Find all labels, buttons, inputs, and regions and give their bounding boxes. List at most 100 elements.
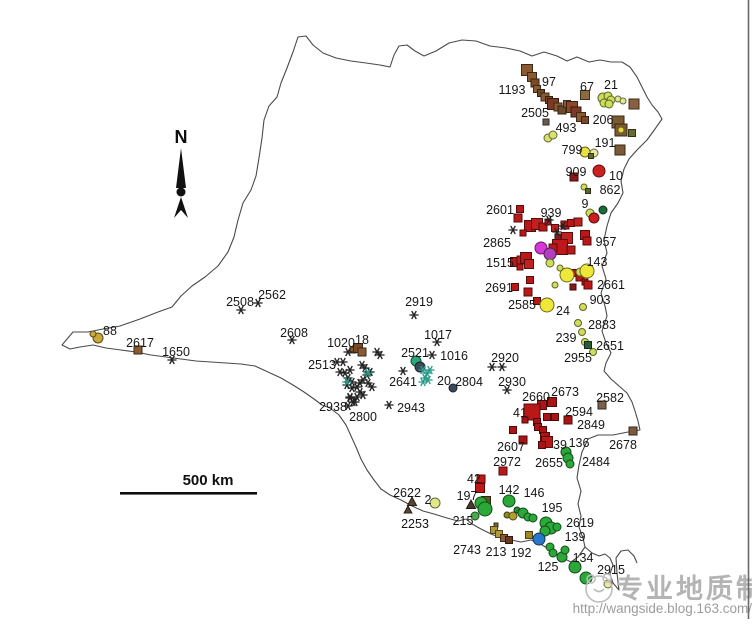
marker-star: [343, 401, 353, 411]
sample-number-label: 10: [609, 169, 623, 183]
marker-square: [538, 222, 548, 232]
marker-square: [628, 98, 640, 110]
marker-circle: [579, 146, 591, 158]
marker-square: [582, 236, 592, 246]
sample-number-label: 2673: [551, 385, 579, 399]
marker-circle: [548, 548, 558, 558]
marker-circle: [619, 97, 627, 105]
sample-number-label: 206: [593, 113, 614, 127]
marker-star: [502, 385, 512, 395]
marker-circle: [477, 501, 493, 517]
marker-square: [519, 229, 527, 237]
marker-square: [569, 283, 577, 291]
marker-star: [558, 221, 568, 231]
marker-square: [597, 400, 607, 410]
sample-number-label: 97: [542, 75, 556, 89]
sample-number-label: 21: [604, 78, 618, 92]
marker-square: [524, 259, 534, 269]
marker-circle: [589, 348, 597, 356]
marker-circle: [502, 494, 516, 508]
sample-number-label: 2484: [582, 455, 610, 469]
marker-star: [425, 365, 435, 375]
watermark-brand-text: 专业地质制图: [616, 574, 752, 604]
marker-square: [585, 188, 591, 194]
marker-circle: [89, 330, 97, 338]
marker-star: [418, 377, 428, 387]
sample-number-label: 2253: [401, 517, 429, 531]
marker-square: [614, 144, 626, 156]
sample-number-label: 2743: [453, 543, 481, 557]
sample-number-label: 799: [562, 143, 583, 157]
sample-number-label: 2660: [522, 390, 550, 404]
marker-star: [345, 365, 355, 375]
marker-square: [551, 413, 559, 421]
watermark: 专业地质制图 http://wangside.blog.163.com/: [573, 573, 752, 616]
marker-circle: [578, 328, 586, 336]
marker-star: [236, 305, 246, 315]
scale-bar-label: 500 km: [183, 472, 234, 489]
sample-number-label: 493: [556, 121, 577, 135]
marker-circle: [543, 247, 557, 261]
marker-star: [423, 375, 433, 385]
marker-circle: [565, 459, 575, 469]
marker-star: [409, 310, 419, 320]
marker-circle: [617, 126, 625, 134]
marker-circle: [579, 303, 587, 311]
north-arrow-upper-needle: [176, 148, 186, 188]
sample-number-label: 2594: [565, 405, 593, 419]
marker-circle: [429, 497, 441, 509]
marker-circle: [534, 241, 548, 255]
sample-number-label: 2562: [258, 288, 286, 302]
marker-circle: [574, 319, 582, 327]
sample-number-label: 909: [566, 165, 587, 179]
marker-star: [253, 298, 263, 308]
sample-number-label: 2607: [497, 440, 525, 454]
marker-star: [363, 378, 373, 388]
marker-triangle: [406, 496, 418, 506]
sample-number-label: 1017: [424, 328, 452, 342]
sample-number-label: 146: [524, 486, 545, 500]
sample-number-label: 2619: [566, 516, 594, 530]
sample-number-label: 2641: [389, 375, 417, 389]
marker-square: [628, 426, 638, 436]
scale-bar-line: [120, 492, 257, 495]
marker-circle: [548, 130, 558, 140]
sample-number-label: 903: [590, 293, 611, 307]
sample-number-label: 2920: [491, 351, 519, 365]
sample-number-label: 2930: [498, 375, 526, 389]
marker-square: [563, 415, 573, 425]
country-outline: [61, 35, 663, 563]
sample-number-label: 2919: [405, 295, 433, 309]
sample-number-label: 213: [486, 545, 507, 559]
marker-square: [523, 403, 541, 421]
sample-number-label: 9: [582, 197, 589, 211]
scale-bar: 500 km: [120, 472, 257, 495]
sample-number-label: 2943: [397, 401, 425, 415]
marker-circle: [551, 281, 559, 289]
marker-circle: [604, 99, 614, 109]
sample-number-label: 2521: [401, 346, 429, 360]
marker-circle: [528, 513, 538, 523]
sample-number-label: 2915: [597, 563, 625, 577]
sample-number-label: 143: [587, 255, 608, 269]
marker-circle: [579, 263, 595, 279]
marker-square: [526, 276, 534, 284]
sample-number-label: 2661: [597, 278, 625, 292]
marker-square: [516, 263, 524, 271]
marker-square: [542, 118, 550, 126]
marker-star: [427, 350, 437, 360]
marker-circle: [539, 297, 555, 313]
sample-number-label: 125: [538, 560, 559, 574]
marker-square: [357, 347, 367, 357]
marker-square: [547, 397, 557, 407]
sample-number-label: 2608: [280, 326, 308, 340]
marker-star: [508, 225, 518, 235]
marker-star: [358, 390, 368, 400]
sample-number-label: 197: [457, 489, 478, 503]
marker-square: [475, 483, 485, 493]
sample-number-label: 67: [580, 80, 594, 94]
sample-number-label: 18: [355, 333, 369, 347]
marker-circle: [532, 532, 546, 546]
